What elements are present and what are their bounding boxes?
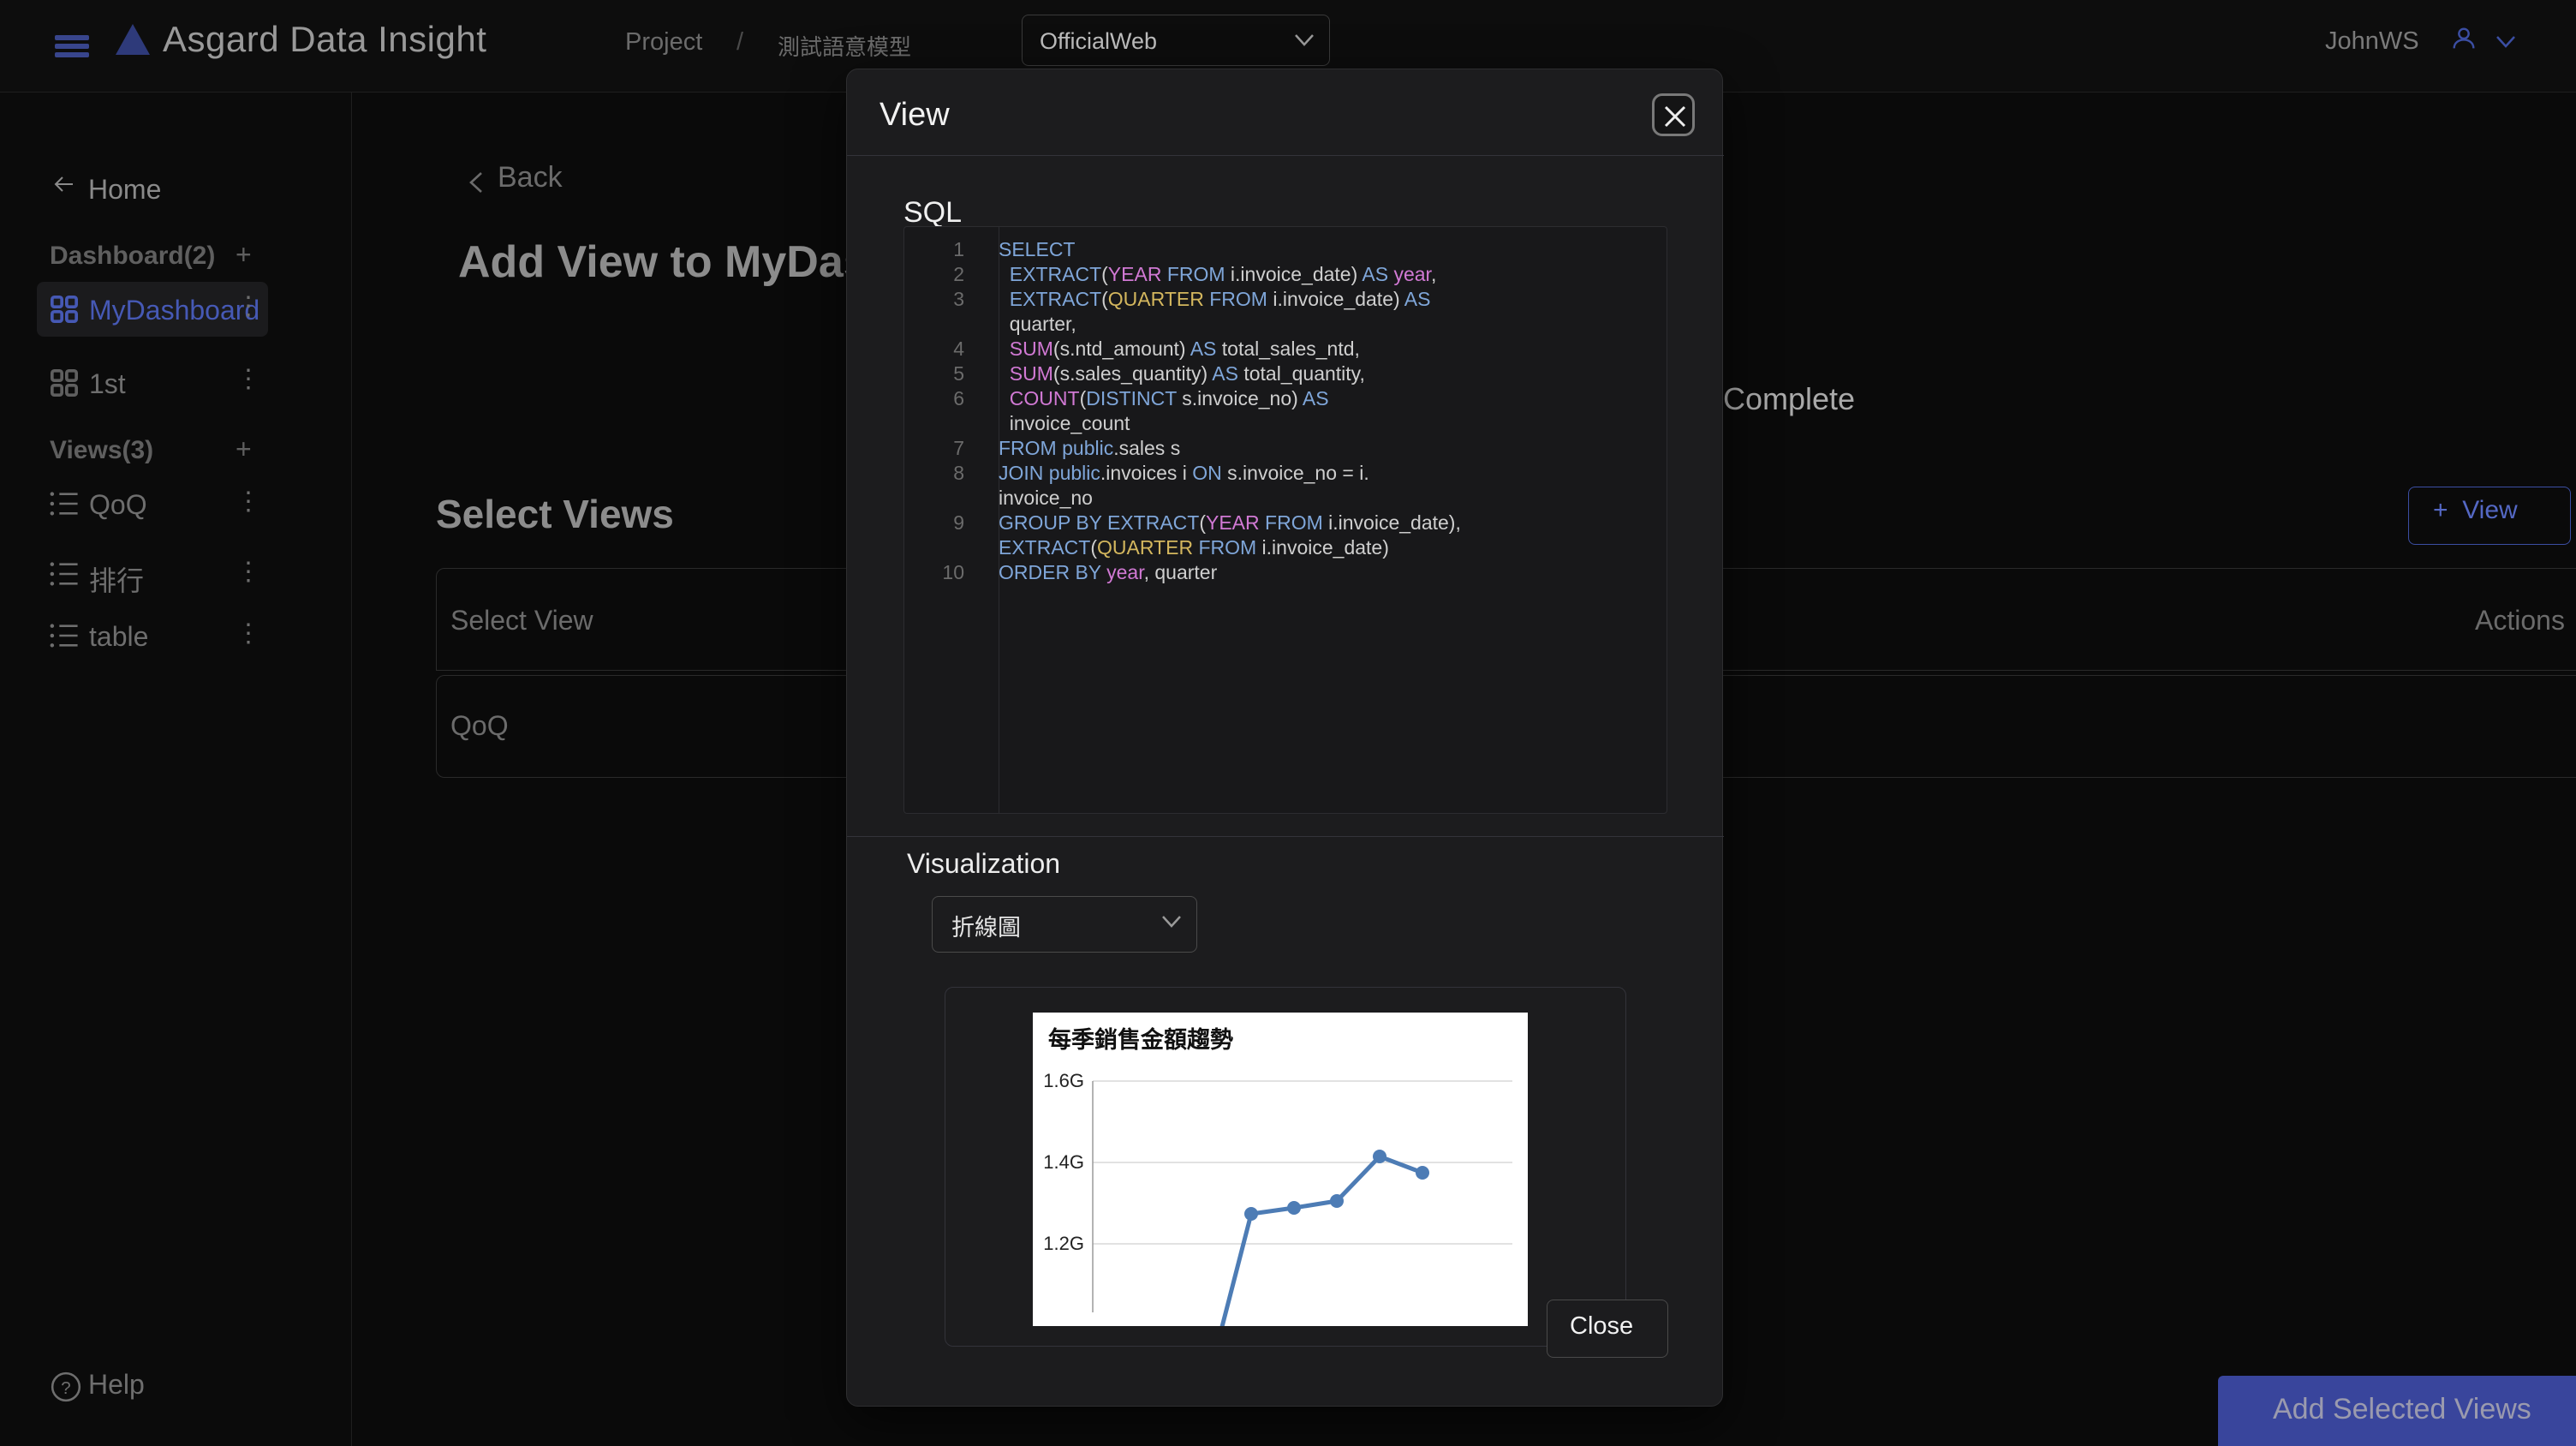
svg-text:?: ? bbox=[61, 1378, 70, 1398]
svg-text:1.2G: 1.2G bbox=[1043, 1233, 1084, 1254]
svg-text:1.4G: 1.4G bbox=[1043, 1151, 1084, 1173]
svg-text:1.6G: 1.6G bbox=[1043, 1070, 1084, 1091]
